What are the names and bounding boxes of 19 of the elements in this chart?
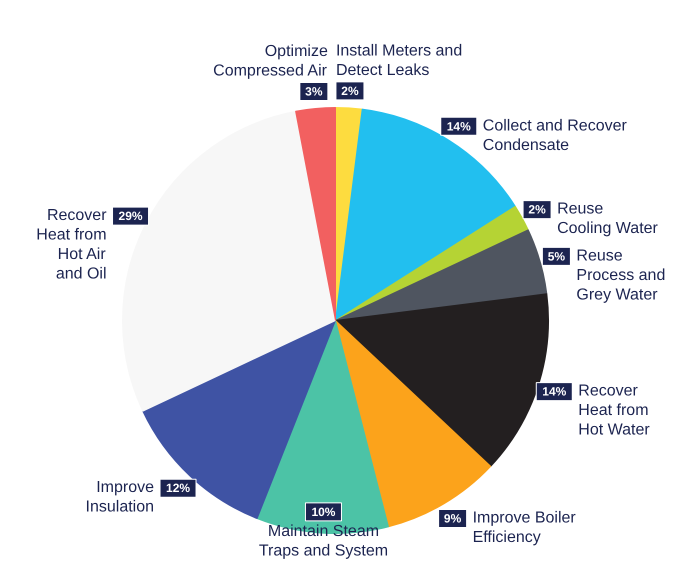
data-label: 14%	[446, 119, 472, 134]
data-label: 2%	[341, 84, 359, 98]
data-label: 10%	[311, 504, 336, 519]
slice-label: Reuse Cooling Water	[557, 200, 659, 238]
slice-label: Recover Heat from Hot Air and Oil	[36, 207, 108, 283]
slice-label: Optimize Compressed Air	[213, 42, 328, 80]
data-label: 2%	[528, 202, 546, 217]
data-label: 5%	[548, 249, 566, 264]
data-label: 9%	[444, 512, 462, 526]
slice-label: Improve Boiler Efficiency	[472, 510, 576, 546]
slice-label: Improve Insulation	[86, 479, 154, 516]
data-label: 29%	[118, 209, 143, 224]
data-label: 3%	[305, 84, 323, 98]
slice-label: Recover Heat from Hot Water	[578, 382, 650, 439]
data-label: 12%	[166, 481, 190, 496]
slice-label: Reuse Process and Grey Water	[576, 247, 666, 304]
slice-label: Install Meters and Detect Leaks	[336, 42, 462, 79]
slice-label: Collect and Recover Condensate	[482, 117, 628, 154]
data-label: 14%	[542, 384, 567, 399]
